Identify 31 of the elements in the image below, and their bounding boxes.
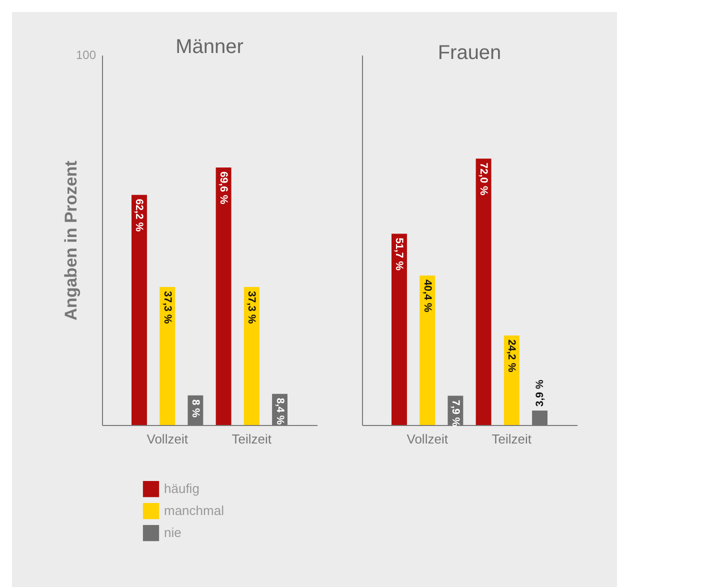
legend-label: häufig: [164, 481, 200, 496]
data-label: 24,2 %: [506, 339, 518, 373]
x-tick-label: Vollzeit: [406, 432, 448, 446]
bar: [216, 167, 232, 425]
data-label: 72,0 %: [478, 162, 490, 196]
data-label: 37,3 %: [246, 290, 258, 324]
x-tick-label: Teilzeit: [492, 432, 532, 446]
bar: [504, 335, 520, 425]
bar: [160, 286, 176, 425]
bar: [132, 194, 147, 425]
bar: [244, 286, 260, 425]
data-label: 62,2 %: [133, 198, 146, 232]
x-tick-label: Teilzeit: [232, 432, 272, 446]
data-label: 37,3 %: [161, 290, 174, 324]
bar: [476, 158, 492, 425]
bar: [392, 234, 407, 425]
legend-label: manchmal: [164, 503, 224, 518]
bar: [420, 276, 436, 425]
chart-title: Frauen: [438, 42, 502, 64]
y-axis-title: Angaben in Prozent: [62, 160, 80, 320]
data-label: 8,4 %: [274, 398, 286, 426]
data-label: 7,9 %: [449, 400, 462, 428]
text: 100: [76, 48, 96, 62]
data-label: 51,7 %: [393, 238, 406, 272]
data-label: 40,4 %: [421, 280, 434, 313]
chart-title: Männer: [176, 36, 244, 58]
legend-label: nie: [164, 525, 182, 540]
x-tick-label: Vollzeit: [146, 432, 188, 446]
data-label: 69,6 %: [218, 171, 230, 205]
data-label: 3,9 %: [534, 379, 546, 407]
data-label: 8 %: [189, 399, 202, 418]
